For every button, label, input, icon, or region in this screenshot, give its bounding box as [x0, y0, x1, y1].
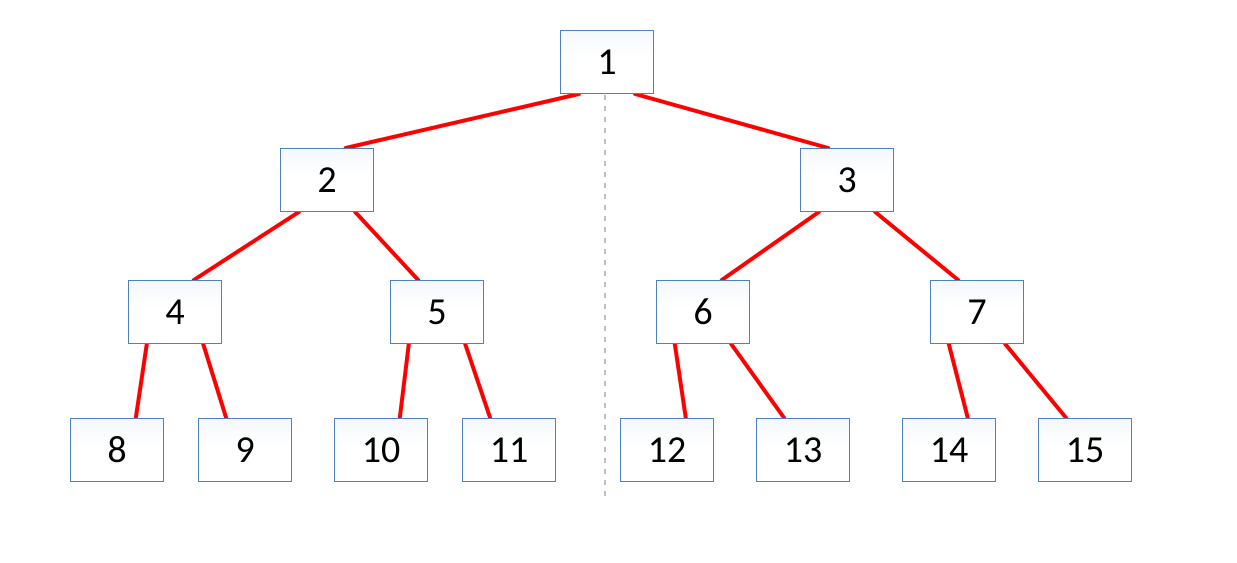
- tree-node-label: 11: [490, 427, 529, 473]
- tree-node: 14: [902, 418, 996, 482]
- tree-node: 13: [756, 418, 850, 482]
- tree-node-label: 14: [930, 427, 969, 473]
- tree-diagram: 123456789101112131415: [0, 0, 1237, 563]
- tree-node-label: 15: [1066, 427, 1105, 473]
- tree-node-label: 8: [107, 427, 126, 473]
- tree-edge: [722, 212, 819, 280]
- tree-node: 3: [800, 148, 894, 212]
- tree-node-label: 12: [648, 427, 687, 473]
- tree-edge: [136, 344, 147, 418]
- tree-node: 9: [198, 418, 292, 482]
- tree-node: 1: [560, 30, 654, 94]
- tree-node: 6: [656, 280, 750, 344]
- tree-node-label: 7: [967, 289, 986, 335]
- tree-node: 7: [930, 280, 1024, 344]
- tree-node: 11: [462, 418, 556, 482]
- tree-edge: [203, 344, 226, 418]
- tree-node: 12: [620, 418, 714, 482]
- tree-node-label: 2: [317, 157, 336, 203]
- tree-edge: [635, 94, 828, 148]
- tree-edge: [1005, 344, 1066, 418]
- tree-node-label: 6: [693, 289, 712, 335]
- tree-edge: [346, 94, 579, 148]
- tree-edge: [675, 344, 686, 418]
- tree-edge: [400, 344, 409, 418]
- tree-edge: [875, 212, 958, 280]
- tree-edge: [355, 212, 418, 280]
- tree-node-label: 3: [837, 157, 856, 203]
- tree-node: 4: [128, 280, 222, 344]
- tree-node-label: 4: [165, 289, 184, 335]
- tree-edge: [194, 212, 299, 280]
- tree-node-label: 10: [362, 427, 401, 473]
- tree-edge: [465, 344, 490, 418]
- tree-node-label: 5: [427, 289, 446, 335]
- tree-node: 15: [1038, 418, 1132, 482]
- tree-node-label: 13: [784, 427, 823, 473]
- tree-node: 5: [390, 280, 484, 344]
- tree-node-label: 1: [597, 39, 616, 85]
- tree-node: 2: [280, 148, 374, 212]
- tree-edge: [949, 344, 968, 418]
- tree-node: 8: [70, 418, 164, 482]
- tree-node: 10: [334, 418, 428, 482]
- tree-node-label: 9: [235, 427, 254, 473]
- tree-edge: [731, 344, 784, 418]
